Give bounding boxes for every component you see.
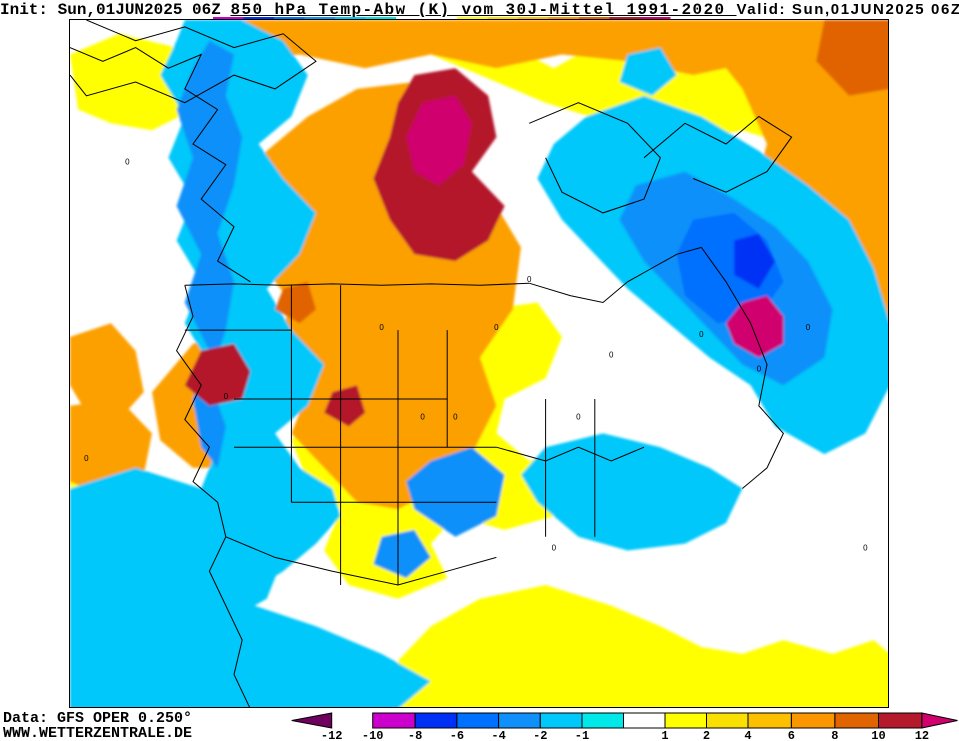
svg-text:6: 6 [788, 729, 795, 741]
svg-text:0: 0 [576, 413, 581, 422]
svg-text:-12: -12 [321, 729, 343, 741]
svg-text:-2: -2 [533, 729, 547, 741]
svg-text:0: 0 [863, 544, 868, 553]
svg-text:0: 0 [527, 275, 532, 284]
svg-text:-6: -6 [450, 729, 464, 741]
svg-text:-10: -10 [362, 729, 384, 741]
svg-text:0: 0 [453, 413, 458, 422]
svg-text:0: 0 [494, 323, 499, 332]
svg-text:0: 0 [757, 364, 762, 373]
svg-text:8: 8 [831, 729, 838, 741]
svg-text:0: 0 [806, 323, 811, 332]
svg-text:0: 0 [420, 413, 425, 422]
svg-text:12: 12 [915, 729, 929, 741]
svg-text:0: 0 [125, 158, 130, 167]
svg-text:2: 2 [703, 729, 710, 741]
svg-text:0: 0 [552, 544, 557, 553]
svg-text:0: 0 [224, 392, 229, 401]
svg-text:-8: -8 [408, 729, 422, 741]
svg-text:-1: -1 [575, 729, 589, 741]
svg-text:0: 0 [379, 323, 384, 332]
svg-text:0: 0 [84, 454, 89, 463]
svg-text:1: 1 [661, 729, 668, 741]
svg-text:-4: -4 [491, 729, 505, 741]
svg-text:10: 10 [871, 729, 885, 741]
svg-text:0: 0 [699, 330, 704, 339]
svg-text:0: 0 [609, 351, 614, 360]
svg-text:4: 4 [744, 729, 751, 741]
